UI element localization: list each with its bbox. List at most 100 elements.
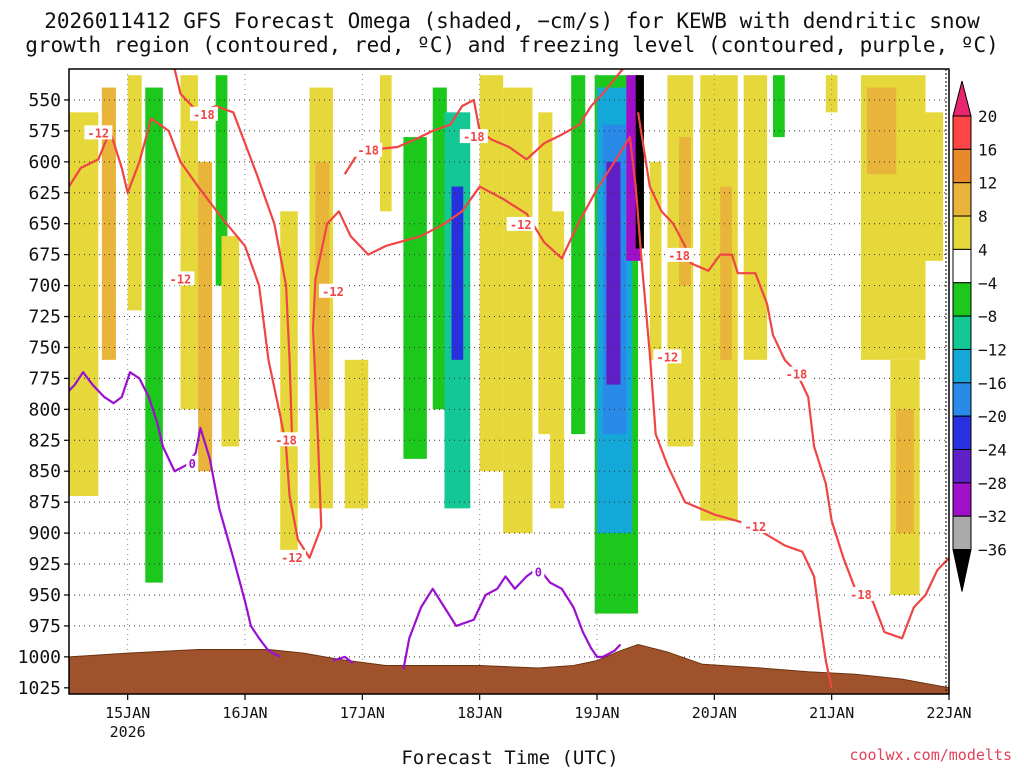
omega-cell-11 <box>344 359 369 509</box>
x-tick-label-17JAN: 17JAN <box>340 704 385 722</box>
dgz-contour-label-3-bg-0 <box>665 247 694 262</box>
omega-cell-6 <box>215 75 228 286</box>
dgz-contour-label-0-0: -12 <box>87 126 109 140</box>
colorbar-label-12: −32 <box>978 507 1007 526</box>
omega-cell-19 <box>538 112 553 435</box>
y-tick-label-800: 800 <box>28 399 61 420</box>
omega-cell-7 <box>221 236 240 447</box>
freezing-level-label-1: 0 <box>535 566 542 580</box>
omega-cell-5 <box>198 161 213 472</box>
dgz-contour-label-0-5: -12 <box>657 350 679 364</box>
y-tick-label-600: 600 <box>28 152 61 173</box>
colorbar-label-1: 16 <box>978 140 997 159</box>
x-axis-title: Forecast Time (UTC) <box>401 747 618 768</box>
omega-cell-31 <box>700 75 738 521</box>
plot-frame <box>68 68 950 695</box>
colorbar-label-5: −4 <box>978 274 997 293</box>
colorbar-label-11: −28 <box>978 474 1007 493</box>
omega-cell-34 <box>773 75 785 138</box>
chart-title-line1: 2026011412 GFS Forecast Omega (shaded, −… <box>44 9 980 33</box>
dgz-contour-label-0-6: -12 <box>745 520 767 534</box>
omega-cell-12 <box>379 75 392 212</box>
omega-cell-20 <box>550 211 565 509</box>
omega-cell-14 <box>432 87 447 410</box>
dgz-contour-label-3-0: -18 <box>668 249 690 263</box>
colorbar-label-3: 8 <box>978 207 988 226</box>
dgz-contour-1 <box>173 69 294 435</box>
dgz-contour-label-0-2: -12 <box>281 551 303 565</box>
colorbar-bottom-arrow <box>952 549 972 592</box>
y-tick-label-850: 850 <box>28 461 61 482</box>
omega-cell-32 <box>720 186 732 360</box>
dgz-contour-label-0-bg-0 <box>84 125 113 140</box>
freezing-level-contour-b <box>332 655 354 664</box>
x-tick-label-19JAN: 19JAN <box>574 704 619 722</box>
omega-cell-39 <box>896 409 914 534</box>
y-tick-label-725: 725 <box>28 307 61 328</box>
colorbar-swatch-12 <box>952 482 972 517</box>
y-tick-label-625: 625 <box>28 183 61 204</box>
dgz-contour-label-2-1: -18 <box>463 130 485 144</box>
y-tick-label-900: 900 <box>28 523 61 544</box>
freezing-level-contour-c <box>402 566 622 670</box>
y-axis-pressure: 550 575 600 625 650 675 700 725 750 775 800 825 850 8… <box>18 90 69 699</box>
colorbar-legend: 20 16 12 8 4 −4 −8 −12 −16 −20 −24 −28 −32 −36 <box>952 80 1007 592</box>
colorbar-label-0: 20 <box>978 107 997 126</box>
colorbar-swatch-4 <box>952 215 972 250</box>
dgz-contour-label-3-bg-1 <box>782 366 811 381</box>
omega-cell-35 <box>825 75 838 113</box>
omega-cell-1 <box>101 87 116 360</box>
dgz-contour-label-0-bg-3 <box>319 283 347 298</box>
y-tick-label-750: 750 <box>28 337 61 358</box>
omega-cell-16 <box>451 186 464 360</box>
y-tick-label-950: 950 <box>28 585 61 606</box>
colorbar-swatch-3 <box>952 182 972 217</box>
colorbar-swatch-10 <box>952 415 972 450</box>
omega-cell-3 <box>145 87 163 583</box>
colorbar-label-2: 12 <box>978 174 997 193</box>
colorbar-label-8: −16 <box>978 374 1007 393</box>
y-tick-label-1025: 1025 <box>18 678 61 699</box>
dgz-contour-label-0-1: -12 <box>170 272 192 286</box>
omega-cell-17 <box>479 75 504 472</box>
y-tick-label-575: 575 <box>28 121 61 142</box>
y-tick-label-675: 675 <box>28 245 61 266</box>
dgz-contour-label-1-bg-0 <box>189 106 218 121</box>
dgz-contour-label-1-1: -18 <box>275 433 297 447</box>
colorbar-swatch-11 <box>952 449 972 484</box>
x-tick-label-15JAN: 15JAN <box>105 704 150 722</box>
y-tick-label-925: 925 <box>28 554 61 575</box>
freezing-level-label-bg-1 <box>532 564 545 579</box>
dgz-contour-label-0-bg-4 <box>506 216 535 231</box>
omega-cell-33 <box>743 75 768 360</box>
y-tick-label-700: 700 <box>28 276 61 297</box>
colorbar-label-10: −24 <box>978 441 1007 460</box>
omega-cell-4 <box>180 75 199 410</box>
colorbar-swatch-2 <box>952 148 972 184</box>
dgz-contour-label-0-bg-1 <box>166 271 195 286</box>
omega-cell-21 <box>571 75 586 435</box>
omega-cell-0 <box>69 112 99 496</box>
x-tick-label-20JAN: 20JAN <box>692 704 737 722</box>
dgz-contour-label-2-bg-0 <box>354 142 383 157</box>
terrain-fill <box>69 643 949 694</box>
freezing-level-label-0: 0 <box>189 457 196 471</box>
x-tick-sublabel-15JAN: 2026 <box>110 723 146 741</box>
colorbar-swatch-7 <box>952 315 972 350</box>
omega-cell-37 <box>866 87 897 175</box>
x-tick-label-22JAN: 22JAN <box>926 704 971 722</box>
credit-link[interactable]: coolwx.com/modelts <box>849 746 1012 764</box>
colorbar-label-13: −36 <box>978 541 1007 560</box>
dgz-contour-label-1-bg-1 <box>272 432 301 447</box>
colorbar-label-7: −12 <box>978 340 1007 359</box>
dgz-contour-label-0-3: -12 <box>322 285 344 299</box>
terrain-layer <box>69 643 949 694</box>
y-tick-label-825: 825 <box>28 430 61 451</box>
x-tick-label-21JAN: 21JAN <box>809 704 854 722</box>
dgz-contour-label-0-bg-6 <box>741 518 770 533</box>
dgz-contour-label-0-bg-2 <box>277 549 306 564</box>
dgz-contour-label-3-1: -18 <box>786 368 808 382</box>
y-tick-label-775: 775 <box>28 368 61 389</box>
colorbar-swatch-5 <box>952 248 972 284</box>
dgz-contour-label-2-bg-1 <box>459 129 488 144</box>
